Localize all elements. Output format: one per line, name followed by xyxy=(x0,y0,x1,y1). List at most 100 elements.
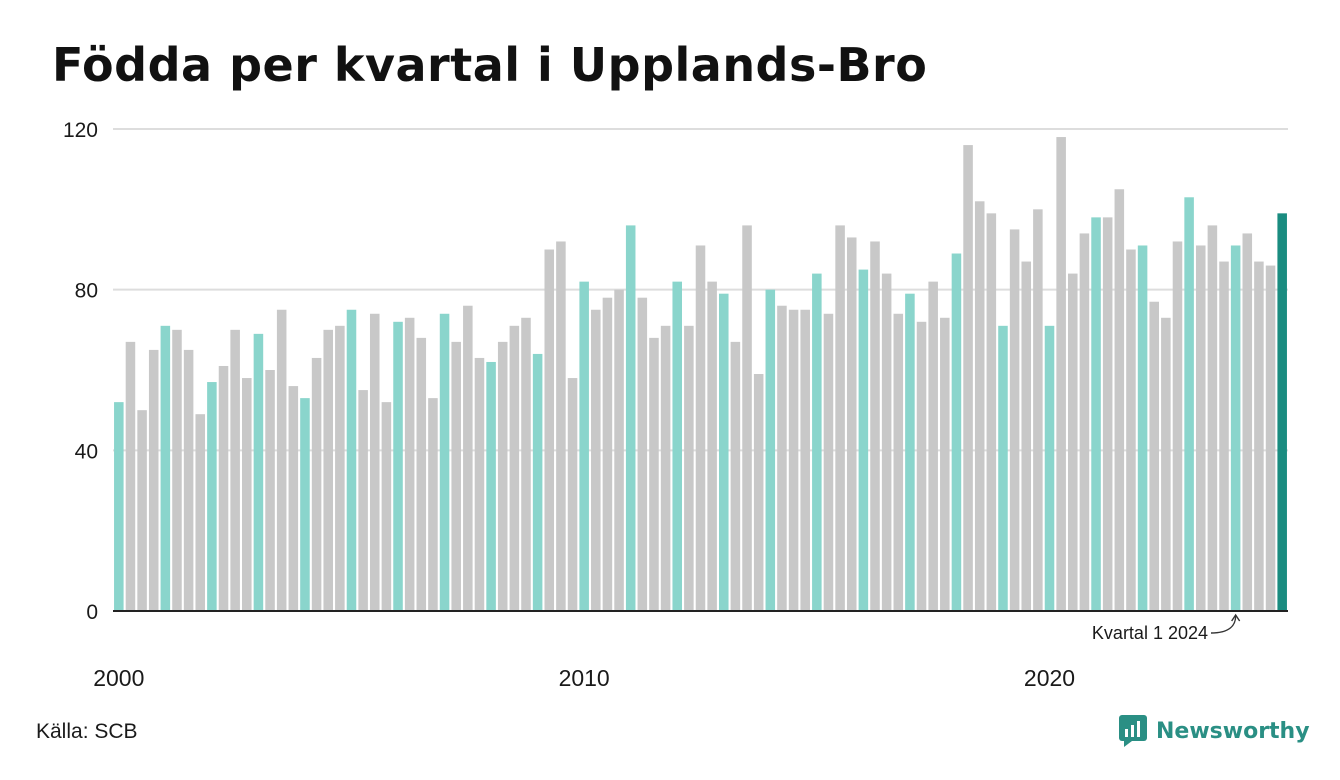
bar xyxy=(160,325,171,611)
bar xyxy=(556,241,566,611)
bar xyxy=(218,365,229,611)
bar xyxy=(1068,273,1078,611)
bar xyxy=(416,337,427,611)
bar xyxy=(1044,325,1055,611)
bar xyxy=(323,329,333,611)
bar xyxy=(288,386,299,611)
bar xyxy=(974,201,985,612)
bar xyxy=(637,297,648,611)
bar xyxy=(614,289,624,611)
bar xyxy=(602,297,613,611)
chart-title: Födda per kvartal i Upplands-Bro xyxy=(52,38,928,92)
bar xyxy=(428,398,438,611)
bar xyxy=(649,337,659,611)
y-tick-label: 0 xyxy=(86,601,98,624)
bar xyxy=(695,245,706,611)
bar xyxy=(486,361,496,611)
source-note: Källa: SCB xyxy=(36,720,138,743)
bar xyxy=(497,341,508,611)
bar xyxy=(335,325,345,611)
bar xyxy=(951,253,962,611)
annotation-label: Kvartal 1 2024 xyxy=(1092,623,1208,643)
bar xyxy=(1033,209,1043,612)
bar-chart: 0 40 80 120 2000 2010 2020 Kvartal 1 2024 xyxy=(63,119,1288,691)
bar xyxy=(707,281,717,611)
bar xyxy=(1242,233,1253,611)
bar xyxy=(893,313,904,611)
bar xyxy=(753,374,764,611)
bar xyxy=(1126,249,1136,611)
bar xyxy=(579,281,589,611)
bar xyxy=(812,273,822,611)
y-tick-label: 40 xyxy=(75,440,98,463)
bar xyxy=(393,321,403,611)
x-tick-label: 2000 xyxy=(93,665,144,691)
bar xyxy=(998,325,1008,611)
annotation-arrow xyxy=(1210,615,1237,634)
bar xyxy=(242,378,252,611)
bar xyxy=(1254,261,1264,611)
bar xyxy=(265,370,275,611)
bar xyxy=(1184,197,1194,612)
bar xyxy=(963,145,973,612)
bar xyxy=(532,353,543,611)
bar xyxy=(346,309,357,611)
bar xyxy=(183,349,194,611)
bar xyxy=(230,329,240,611)
bar xyxy=(684,325,694,611)
bar xyxy=(1137,245,1148,611)
bar xyxy=(881,273,892,611)
bar xyxy=(544,249,555,611)
bar xyxy=(125,341,136,611)
bar xyxy=(369,313,380,611)
bar xyxy=(207,382,217,611)
bar xyxy=(916,321,927,611)
bar xyxy=(1172,241,1183,611)
bar xyxy=(148,349,159,611)
brand-logo: Newsworthy xyxy=(1118,714,1310,748)
bar xyxy=(672,281,683,611)
bar xyxy=(1091,217,1101,611)
bar xyxy=(195,414,206,611)
bar xyxy=(835,225,845,611)
bar xyxy=(1009,229,1020,611)
bar xyxy=(311,357,322,611)
bar xyxy=(846,237,857,611)
bar xyxy=(1079,233,1090,611)
brand-name: Newsworthy xyxy=(1156,718,1310,744)
bar xyxy=(823,313,834,611)
bar xyxy=(1149,301,1159,611)
bar xyxy=(521,317,531,611)
bar xyxy=(439,313,450,611)
bar xyxy=(358,390,368,611)
bar xyxy=(718,293,729,611)
bar xyxy=(1207,225,1218,611)
bar xyxy=(858,269,869,611)
bar xyxy=(940,317,950,611)
bar xyxy=(172,329,182,611)
y-tick-label: 120 xyxy=(63,119,98,142)
bar xyxy=(788,309,799,611)
bar xyxy=(928,281,938,611)
bar xyxy=(777,305,787,611)
bar xyxy=(381,402,392,611)
bar xyxy=(253,333,264,611)
bar xyxy=(730,341,741,611)
bar xyxy=(463,305,473,611)
bar xyxy=(1056,137,1066,612)
bar xyxy=(1102,217,1113,611)
bar xyxy=(1277,213,1287,611)
bar xyxy=(114,402,124,611)
bar xyxy=(137,410,147,611)
y-tick-label: 80 xyxy=(75,280,98,303)
bar xyxy=(404,317,415,611)
chart-logo-icon xyxy=(1119,715,1147,747)
bar xyxy=(1265,265,1276,611)
bar xyxy=(1230,245,1241,611)
bar xyxy=(300,398,310,611)
bar xyxy=(1219,261,1229,611)
bar xyxy=(742,225,752,611)
bar xyxy=(625,225,636,611)
bar xyxy=(800,309,810,611)
bar xyxy=(905,293,915,611)
